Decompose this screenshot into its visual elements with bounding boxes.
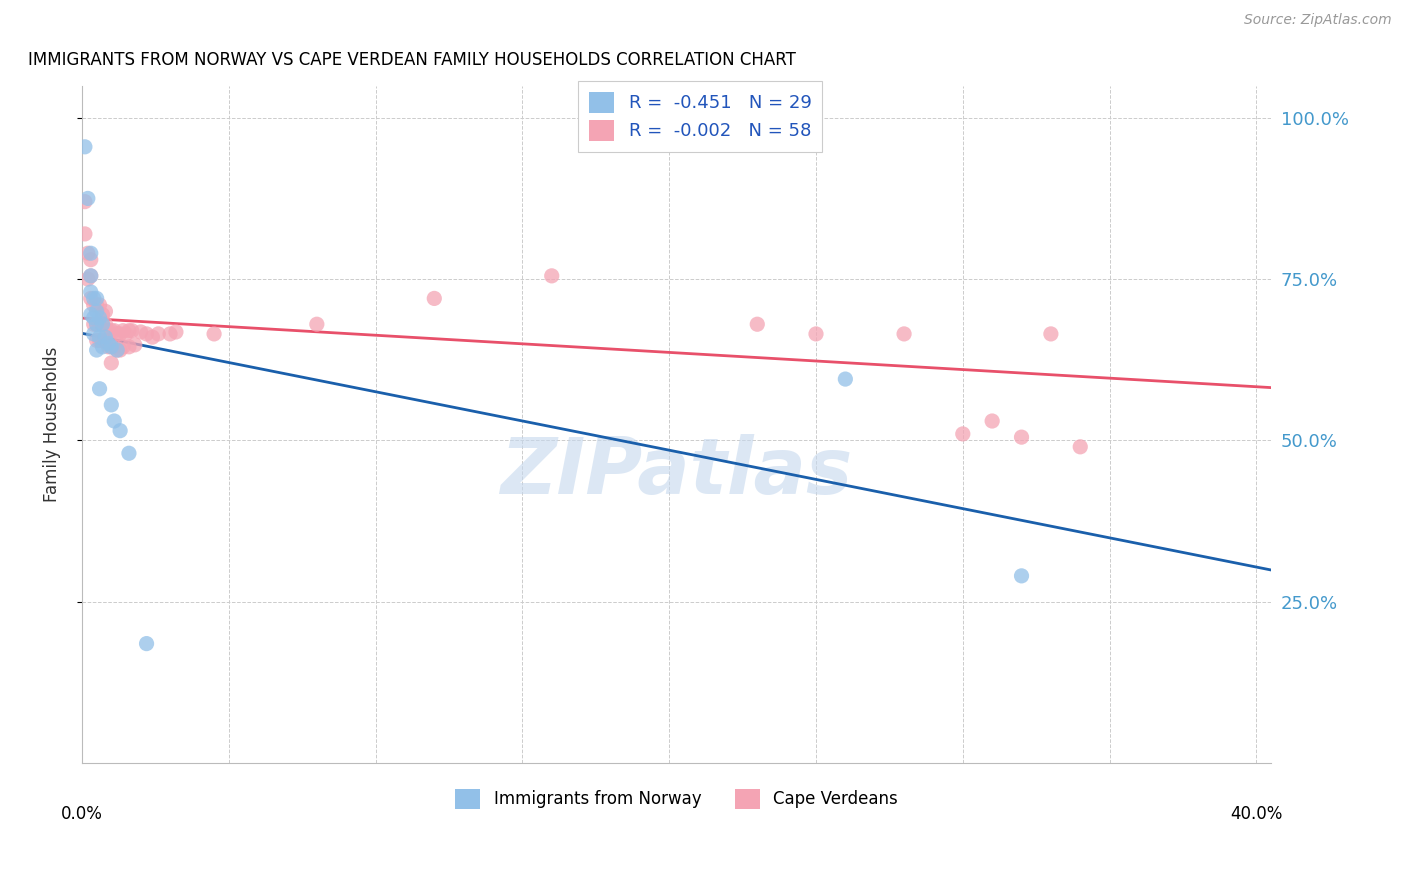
Point — [83, 292, 105, 306]
Point — [804, 326, 827, 341]
Point — [89, 298, 111, 312]
Point — [80, 292, 103, 306]
Point — [91, 308, 114, 322]
Point — [105, 343, 128, 357]
Point — [86, 343, 108, 357]
Point — [129, 325, 152, 339]
Point — [135, 637, 157, 651]
Point — [73, 227, 96, 241]
Point — [73, 194, 96, 209]
Point — [86, 317, 108, 331]
Point — [305, 317, 328, 331]
Point — [1011, 569, 1033, 583]
Point — [91, 340, 114, 354]
Point — [89, 382, 111, 396]
Point — [981, 414, 1004, 428]
Point — [83, 310, 105, 325]
Point — [76, 191, 98, 205]
Point — [91, 317, 114, 331]
Point — [893, 326, 915, 341]
Point — [76, 272, 98, 286]
Point — [94, 334, 117, 348]
Point — [100, 340, 122, 354]
Point — [97, 324, 120, 338]
Text: 0.0%: 0.0% — [60, 805, 103, 823]
Point — [86, 334, 108, 348]
Point — [76, 246, 98, 260]
Point — [94, 304, 117, 318]
Point — [100, 356, 122, 370]
Point — [1011, 430, 1033, 444]
Point — [108, 343, 131, 357]
Point — [89, 330, 111, 344]
Point — [97, 340, 120, 354]
Point — [121, 324, 143, 338]
Text: 40.0%: 40.0% — [1230, 805, 1282, 823]
Point — [423, 292, 446, 306]
Point — [148, 326, 170, 341]
Point — [91, 334, 114, 348]
Point — [952, 426, 974, 441]
Point — [112, 340, 135, 354]
Point — [159, 326, 181, 341]
Point — [100, 324, 122, 338]
Point — [103, 414, 125, 428]
Point — [100, 340, 122, 354]
Point — [103, 324, 125, 338]
Point — [165, 325, 187, 339]
Point — [86, 304, 108, 318]
Point — [105, 343, 128, 357]
Point — [100, 398, 122, 412]
Point — [141, 330, 163, 344]
Point — [118, 340, 141, 354]
Point — [135, 326, 157, 341]
Text: Source: ZipAtlas.com: Source: ZipAtlas.com — [1244, 13, 1392, 28]
Point — [1039, 326, 1062, 341]
Point — [86, 292, 108, 306]
Point — [73, 140, 96, 154]
Point — [105, 326, 128, 341]
Text: IMMIGRANTS FROM NORWAY VS CAPE VERDEAN FAMILY HOUSEHOLDS CORRELATION CHART: IMMIGRANTS FROM NORWAY VS CAPE VERDEAN F… — [28, 51, 796, 69]
Point — [80, 246, 103, 260]
Y-axis label: Family Households: Family Households — [44, 347, 60, 502]
Point — [97, 336, 120, 351]
Text: ZIPatlas: ZIPatlas — [501, 434, 852, 509]
Point — [89, 310, 111, 325]
Point — [80, 285, 103, 299]
Point — [80, 268, 103, 283]
Point — [747, 317, 769, 331]
Point — [91, 317, 114, 331]
Point — [112, 324, 135, 338]
Point — [83, 326, 105, 341]
Point — [103, 340, 125, 354]
Point — [80, 252, 103, 267]
Point — [94, 330, 117, 344]
Point — [83, 317, 105, 331]
Point — [108, 424, 131, 438]
Point — [89, 334, 111, 348]
Point — [86, 317, 108, 331]
Point — [115, 326, 138, 341]
Point — [89, 317, 111, 331]
Point — [118, 324, 141, 338]
Point — [1069, 440, 1091, 454]
Point — [834, 372, 856, 386]
Point — [124, 338, 146, 352]
Point — [86, 298, 108, 312]
Point — [80, 308, 103, 322]
Point — [118, 446, 141, 460]
Point — [83, 298, 105, 312]
Point — [80, 268, 103, 283]
Point — [108, 326, 131, 341]
Point — [94, 317, 117, 331]
Point — [540, 268, 562, 283]
Legend: Immigrants from Norway, Cape Verdeans: Immigrants from Norway, Cape Verdeans — [449, 782, 904, 815]
Point — [202, 326, 225, 341]
